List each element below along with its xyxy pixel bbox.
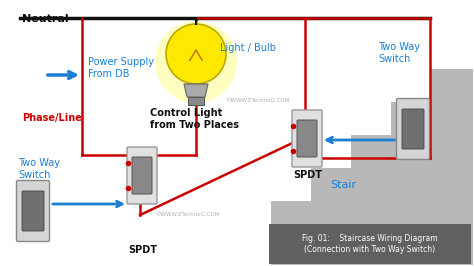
Text: Fig. 01:    Staircase Wiring Diagram
(Connection with Two Way Switch): Fig. 01: Staircase Wiring Diagram (Conne… (302, 234, 438, 254)
FancyBboxPatch shape (188, 97, 204, 105)
FancyBboxPatch shape (22, 191, 44, 231)
Text: Phase/Line: Phase/Line (22, 113, 82, 123)
Circle shape (166, 24, 226, 84)
FancyBboxPatch shape (402, 109, 424, 149)
Text: Light / Bulb: Light / Bulb (220, 43, 276, 53)
FancyBboxPatch shape (292, 110, 322, 167)
Text: Power Supply
From DB: Power Supply From DB (88, 57, 154, 79)
Text: Stair: Stair (330, 180, 356, 190)
Polygon shape (184, 84, 208, 97)
Text: Control Light
from Two Places: Control Light from Two Places (150, 108, 239, 130)
Text: Two Way
Switch: Two Way Switch (18, 158, 60, 180)
Polygon shape (270, 68, 474, 266)
Text: ©WWW.ETechnoG.COM: ©WWW.ETechnoG.COM (155, 213, 219, 218)
FancyBboxPatch shape (297, 120, 317, 157)
FancyBboxPatch shape (396, 98, 429, 160)
Text: ©WWW.ETechnoG.COM: ©WWW.ETechnoG.COM (225, 98, 289, 102)
Text: SPDT: SPDT (128, 245, 157, 255)
Text: SPDT: SPDT (293, 170, 322, 180)
FancyBboxPatch shape (132, 157, 152, 194)
FancyBboxPatch shape (269, 224, 471, 264)
Circle shape (156, 22, 236, 102)
Text: Neutral: Neutral (22, 14, 69, 24)
FancyBboxPatch shape (17, 181, 49, 242)
FancyBboxPatch shape (127, 147, 157, 204)
Text: Two Way
Switch: Two Way Switch (378, 42, 420, 64)
